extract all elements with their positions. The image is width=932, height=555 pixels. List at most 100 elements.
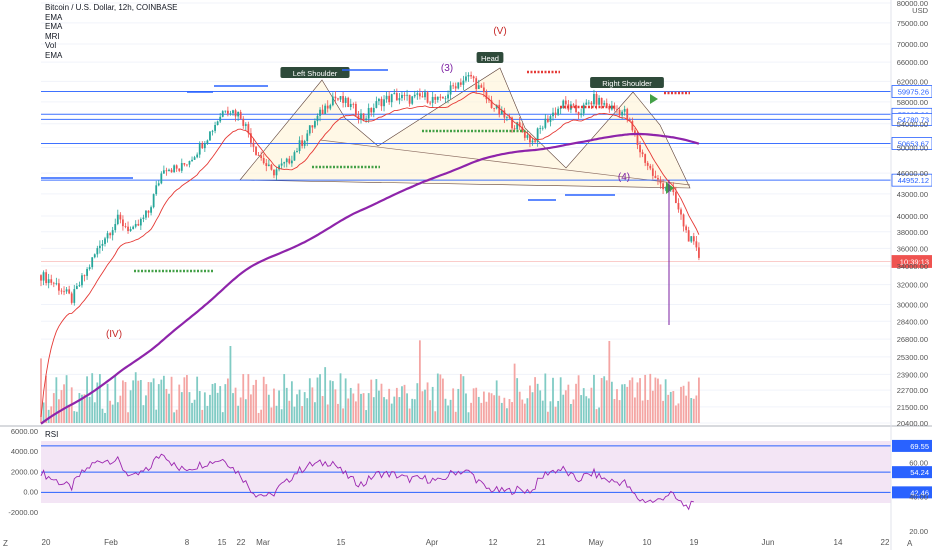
candle-80 xyxy=(244,124,247,126)
candle-98 xyxy=(290,160,293,164)
ema-long-line xyxy=(40,132,700,425)
candle-41 xyxy=(145,210,147,218)
legend-indicator-ema-3[interactable]: EMA xyxy=(45,50,63,60)
volume-bar-118 xyxy=(342,408,344,423)
candle-205 xyxy=(564,100,567,105)
volume-bar-106 xyxy=(311,387,314,423)
wave-label-4: (4) xyxy=(618,172,630,183)
candle-129 xyxy=(370,107,373,113)
candle-85 xyxy=(257,154,260,156)
candle-241 xyxy=(657,178,659,180)
volume-bar-256 xyxy=(695,395,698,423)
candle-22 xyxy=(96,248,99,255)
volume-bar-67 xyxy=(211,383,214,423)
volume-bar-168 xyxy=(470,402,472,423)
candle-152 xyxy=(429,102,432,104)
candle-209 xyxy=(575,104,577,113)
candle-97 xyxy=(288,158,291,164)
candle-211 xyxy=(580,113,583,116)
volume-bar-108 xyxy=(316,377,319,423)
volume-bar-15 xyxy=(78,393,81,423)
volume-bar-147 xyxy=(416,383,419,423)
candle-226 xyxy=(618,109,621,116)
volume-bar-234 xyxy=(639,378,641,423)
candle-242 xyxy=(659,179,662,184)
volume-bar-1 xyxy=(42,402,45,423)
candle-24 xyxy=(101,243,104,246)
volume-bar-204 xyxy=(562,394,565,423)
candle-174 xyxy=(485,92,488,100)
volume-bar-255 xyxy=(692,398,695,423)
volume-bar-109 xyxy=(319,374,321,423)
price-tick-9: 43000.00 xyxy=(897,190,928,199)
candle-81 xyxy=(247,124,250,134)
volume-bar-117 xyxy=(339,373,342,423)
time-tick-4: 22 xyxy=(237,538,246,547)
volume-bar-179 xyxy=(498,395,501,423)
volume-bar-154 xyxy=(434,411,437,423)
volume-bar-159 xyxy=(447,405,449,423)
candle-49 xyxy=(165,170,168,172)
candle-216 xyxy=(593,93,595,105)
candle-217 xyxy=(595,93,598,105)
candle-112 xyxy=(326,105,329,109)
candle-70 xyxy=(219,116,222,122)
candle-92 xyxy=(275,169,278,176)
candle-106 xyxy=(311,125,314,128)
volume-bar-221 xyxy=(605,380,608,423)
volume-bar-42 xyxy=(147,382,150,423)
candle-164 xyxy=(459,82,462,85)
candle-199 xyxy=(549,116,552,122)
volume-bar-125 xyxy=(360,393,362,423)
volume-bar-98 xyxy=(290,381,293,423)
volume-bar-208 xyxy=(572,399,575,423)
candle-141 xyxy=(401,94,403,99)
candle-233 xyxy=(636,134,639,146)
candle-17 xyxy=(83,275,86,277)
candle-120 xyxy=(347,97,350,108)
legend-indicator-vol[interactable]: Vol xyxy=(45,41,57,51)
rsi-right-tick-0: 60.00 xyxy=(909,458,928,467)
legend-indicator-ema[interactable]: EMA xyxy=(45,12,63,22)
volume-bar-224 xyxy=(613,399,616,423)
rsi-level-label-1: 54.24 xyxy=(910,468,929,477)
candle-122 xyxy=(352,103,355,105)
volume-bar-232 xyxy=(634,397,636,423)
candle-128 xyxy=(367,107,370,119)
volume-bar-253 xyxy=(687,381,690,423)
price-tag-3 xyxy=(891,137,932,150)
volume-bar-90 xyxy=(270,407,273,423)
candle-156 xyxy=(439,96,442,98)
candle-228 xyxy=(623,109,626,112)
candle-48 xyxy=(162,170,165,174)
candle-35 xyxy=(129,228,132,232)
price-tick-1: 75000.00 xyxy=(897,19,928,28)
volume-bar-175 xyxy=(488,392,490,423)
time-tick-6: 15 xyxy=(337,538,346,547)
axis-corner-right[interactable]: A xyxy=(907,539,913,548)
volume-bar-213 xyxy=(585,396,588,423)
volume-bar-183 xyxy=(508,399,511,423)
candle-89 xyxy=(267,164,270,166)
candle-36 xyxy=(132,226,135,229)
legend-indicator-ema-2[interactable]: EMA xyxy=(45,22,63,32)
legend-indicator-mri[interactable]: MRI xyxy=(45,31,60,41)
volume-bar-21 xyxy=(93,402,96,423)
volume-bar-10 xyxy=(65,375,68,423)
volume-bar-151 xyxy=(426,382,429,423)
candle-66 xyxy=(209,131,211,141)
axis-corner-left[interactable]: Z xyxy=(3,539,8,548)
candle-86 xyxy=(260,155,263,159)
candle-182 xyxy=(506,116,508,118)
volume-bar-212 xyxy=(582,388,585,423)
volume-bar-241 xyxy=(657,378,659,423)
candle-15 xyxy=(78,285,81,287)
volume-bar-111 xyxy=(324,367,327,423)
label-head: Head xyxy=(481,54,499,63)
volume-bar-218 xyxy=(598,407,600,423)
candle-151 xyxy=(426,92,429,103)
volume-bar-230 xyxy=(628,380,631,423)
rsi-left-tick-1: 4000.00 xyxy=(11,447,38,456)
